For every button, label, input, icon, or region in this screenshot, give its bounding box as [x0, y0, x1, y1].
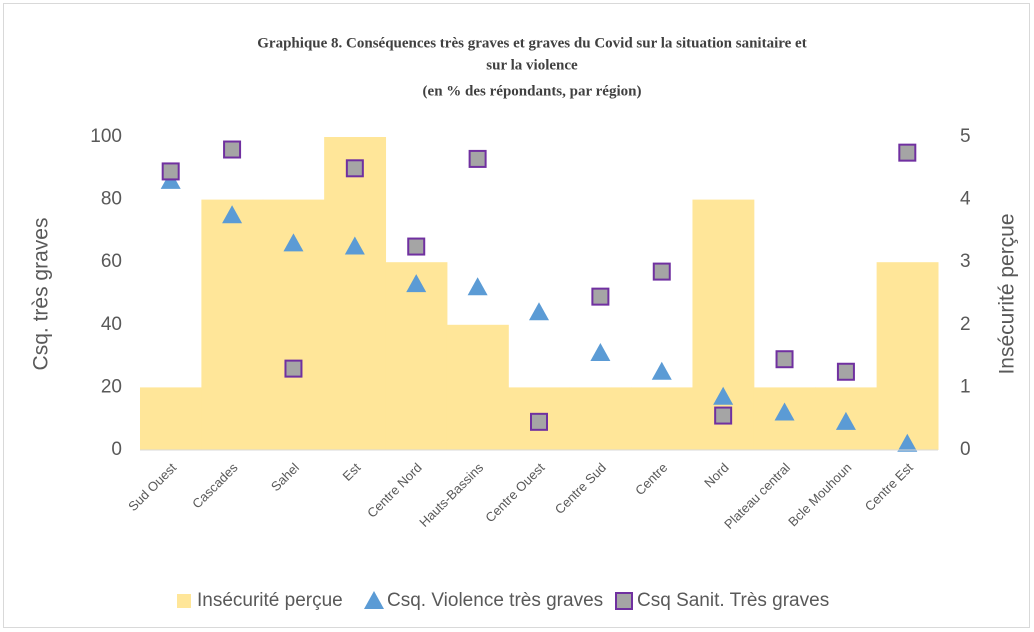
square-marker	[161, 162, 180, 181]
chart-title: Graphique 8. Conséquences très graves et…	[257, 35, 806, 51]
y-tick-label: 0	[111, 439, 122, 460]
square-marker	[407, 237, 426, 256]
triangle-marker	[835, 411, 856, 430]
y2-tick-label: 4	[960, 189, 971, 210]
y-tick-label: 100	[90, 126, 122, 147]
triangle-marker	[406, 274, 427, 293]
y-tick-label: 80	[101, 189, 122, 210]
bar	[876, 262, 939, 450]
triangle-marker	[651, 361, 672, 380]
square-marker	[652, 262, 671, 281]
legend-label: Insécurité perçue	[197, 590, 343, 611]
legend-swatch	[177, 594, 191, 608]
triangle-marker	[529, 302, 549, 321]
triangle-marker	[897, 433, 918, 452]
bar	[201, 199, 264, 450]
square-marker	[714, 406, 733, 425]
legend-swatch	[615, 592, 633, 610]
triangle-marker	[774, 402, 795, 421]
triangle-marker	[713, 386, 734, 405]
triangle-marker	[590, 342, 611, 361]
y2-tick-label: 0	[960, 439, 971, 460]
bar	[324, 137, 387, 450]
triangle-marker	[283, 233, 304, 252]
chart-title: sur la violence	[486, 57, 578, 73]
legend-swatch	[364, 591, 384, 609]
chart-border	[3, 3, 1030, 628]
square-marker	[284, 359, 303, 378]
triangle-marker	[344, 236, 365, 255]
y2-tick-label: 2	[960, 314, 971, 335]
square-marker	[898, 143, 917, 162]
square-marker	[345, 159, 364, 178]
y-tick-label: 60	[101, 251, 122, 272]
y2-tick-label: 5	[960, 126, 971, 147]
chart-subtitle: (en % des répondants, par région)	[423, 83, 642, 99]
square-marker	[223, 140, 242, 159]
y-tick-label: 40	[101, 314, 122, 335]
y-axis-label: Csq. très graves	[30, 218, 53, 371]
legend-label: Csq. Violence très graves	[387, 590, 603, 611]
bar	[446, 324, 509, 450]
y2-tick-label: 1	[960, 376, 971, 397]
legend-label: Csq Sanit. Très graves	[637, 590, 829, 611]
bar	[631, 387, 693, 450]
bar	[569, 387, 632, 450]
triangle-marker	[467, 277, 488, 296]
square-marker	[775, 350, 794, 369]
y2-axis-label: Insécurité perçue	[996, 213, 1019, 374]
square-marker	[591, 287, 610, 306]
y-tick-label: 20	[101, 376, 122, 397]
bar	[140, 387, 202, 450]
square-marker	[468, 149, 487, 168]
y2-tick-label: 3	[960, 251, 971, 272]
square-marker	[530, 412, 548, 431]
square-marker	[836, 362, 855, 381]
triangle-marker	[222, 205, 243, 224]
bar	[385, 262, 448, 450]
